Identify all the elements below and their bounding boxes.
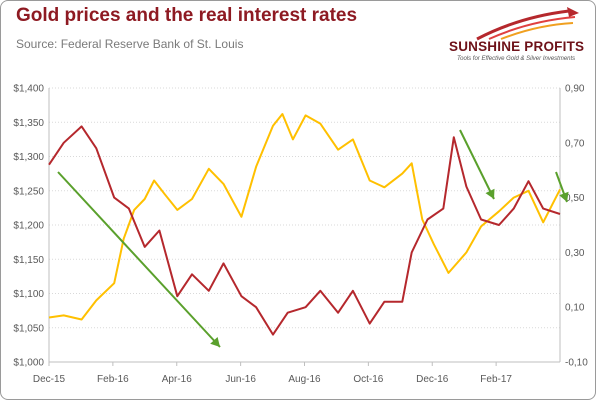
x-tick-label: Feb-16 xyxy=(97,374,129,385)
x-tick-label: Apr-16 xyxy=(162,374,192,385)
y-left-tick-label: $1,000 xyxy=(13,358,44,369)
x-tick-label: Oct-16 xyxy=(353,374,383,385)
trend-arrow-down-1 xyxy=(57,171,221,348)
trend-arrow-down-2 xyxy=(459,129,495,200)
x-tick-label: Feb-17 xyxy=(480,374,512,385)
logo-tagline: Tools for Effective Gold & Silver Invest… xyxy=(457,56,576,62)
y-left-tick-label: $1,050 xyxy=(13,323,44,334)
trend-arrow-down-2-head xyxy=(485,188,495,199)
y-left-tick-label: $1,300 xyxy=(13,152,44,163)
y-left-tick-label: $1,250 xyxy=(13,186,44,197)
y-right-tick-label: 0,10 xyxy=(565,303,585,314)
y-right-tick-label: 0,90 xyxy=(565,84,585,95)
y-right-tick-label: 0,70 xyxy=(565,138,585,149)
x-tick-label: Dec-15 xyxy=(33,374,66,385)
y-left-tick-label: $1,150 xyxy=(13,255,44,266)
y-right-tick-label: 0,30 xyxy=(565,248,585,259)
x-tick-label: Jun-16 xyxy=(225,374,256,385)
x-tick-label: Aug-16 xyxy=(288,374,321,385)
logo-swoosh-icon xyxy=(476,7,579,41)
y-left-tick-label: $1,200 xyxy=(13,221,44,232)
y-left-tick-label: $1,400 xyxy=(13,84,44,95)
y-right-tick-label: -0,10 xyxy=(565,358,588,369)
real-interest-rate-line xyxy=(48,125,561,336)
sunshine-profits-logo: SUNSHINE PROFITS Tools for Effective Gol… xyxy=(449,5,589,71)
y-right-tick-label: 0,50 xyxy=(565,193,585,204)
y-left-tick-label: $1,100 xyxy=(13,289,44,300)
trend-arrow-down-1-head xyxy=(210,337,220,347)
trend-arrow-down-3-head xyxy=(559,191,569,202)
x-tick-label: Dec-16 xyxy=(416,374,449,385)
gold-price-line xyxy=(48,113,561,321)
y-left-tick-label: $1,350 xyxy=(13,118,44,129)
chart-title: Gold prices and the real interest rates xyxy=(16,5,358,26)
logo-name: SUNSHINE PROFITS xyxy=(449,39,585,54)
chart-source: Source: Federal Reserve Bank of St. Loui… xyxy=(16,37,244,51)
